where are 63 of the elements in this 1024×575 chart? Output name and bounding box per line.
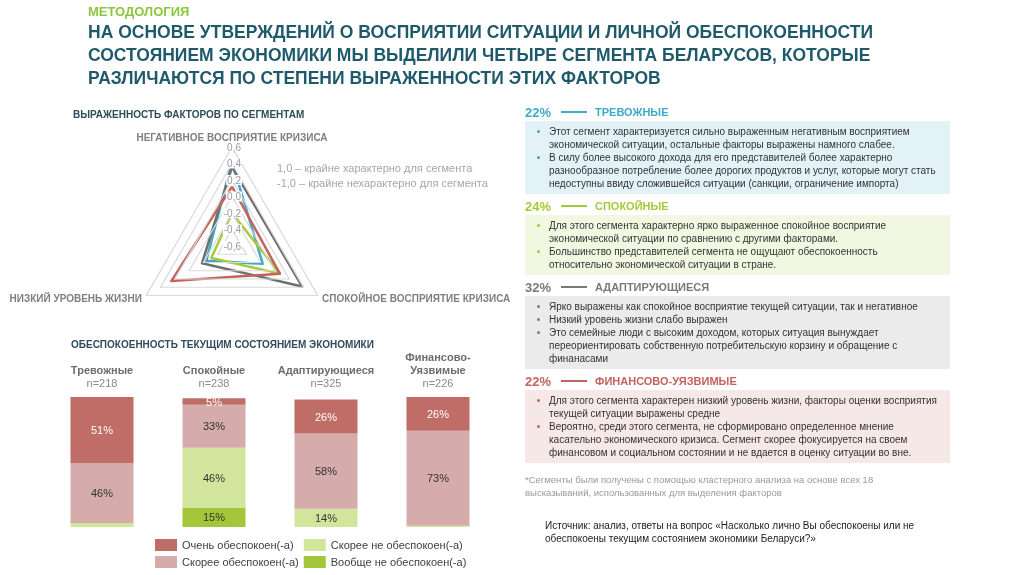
y-tick-label: 0,4 (227, 158, 242, 169)
category-label: ТРЕВОЖНЫЕ (595, 106, 669, 118)
x-tick-label: Спокойные n=238 (182, 363, 246, 389)
text: Для этого сегмента характерно ярко выраженное спокойное восприятие экономической ситуации по сравнению с другими факторами. (549, 220, 887, 244)
legend-label: Вообще не обеспокоен(-а) (330, 556, 467, 568)
legend-label: Очень обеспокоен(-а) (182, 539, 294, 551)
chart-title: ВЫРАЖЕННОСТЬ ФАКТОРОВ ПО СЕГМЕНТАМ (73, 108, 305, 120)
bar (294, 433, 358, 509)
text: Этот сегмент характеризуется сильно выраженным негативным восприятием экономической ситуации, остальные факторы выражены намного слабее. (549, 126, 910, 150)
chart-title: ОБЕСПОКОЕННОСТЬ ТЕКУЩИМ СОСТОЯНИЕМ ЭКОНОМИКИ (71, 338, 374, 350)
bar (182, 447, 246, 508)
x-tick-label: Адаптирующиеся n=325 (277, 363, 375, 389)
data-label: 73% (426, 472, 450, 485)
y-tick-label: 0,0 (227, 191, 242, 202)
text: МЕТОДОЛОГИЯ (88, 4, 191, 19)
text: 22% (525, 373, 552, 389)
bar (406, 430, 470, 526)
text: Вероятно, среди этого сегмента, не сформировано определенное мнение касательно экономического кризиса. Сегмент скорее фокусируется на своем финансовом и социальном состоянии и не вдается в оценку ситуации во вне. (549, 421, 912, 458)
bar (182, 404, 246, 448)
data-label: 15% (202, 511, 226, 524)
spoke-label: НИЗКИЙ УРОВЕНЬ ЖИЗНИ (9, 291, 142, 304)
y-tick-label: 0,2 (227, 174, 242, 186)
y-tick-label: -0,4 (223, 224, 242, 235)
text: -1,0 – крайне нехарактерно для сегмента (277, 176, 489, 189)
x-tick-label: Финансово- Уязвимые n=226 (405, 350, 472, 389)
y-tick-label: 0,6 (227, 141, 242, 153)
category-label: ФИНАНСОВО-УЯЗВИМЫЕ (595, 375, 737, 387)
text: 22% (525, 104, 552, 120)
data-label: 14% (314, 511, 338, 524)
text: НА ОСНОВЕ УТВЕРЖДЕНИЙ О ВОСПРИЯТИИ СИТУАЦИИ И ЛИЧНОЙ ОБЕСПОКОЕННОСТИ СОСТОЯНИЕМ ЭКОНОМИКИ МЫ ВЫДЕЛИЛИ ЧЕТЫРЕ СЕГМЕНТА БЕЛАРУСОВ, КОТОРЫЕ РАЗЛИЧАЮТСЯ ПО СТЕПЕНИ ВЫРАЖЕННОСТИ ЭТИХ ФАКТОРОВ (88, 21, 874, 90)
text: Большинство представителей сегмента не ощущают обеспокоенность относительно экономической ситуации в стране. (549, 246, 878, 270)
text: Низкий уровень жизни слабо выражен (549, 314, 728, 325)
legend-label: Скорее обеспокоен(-а) (182, 556, 299, 568)
text: *Сегменты были получены с помощью кластерного анализа на основе всех 18 высказываний, использованных для выделения факторов (525, 473, 875, 499)
text: В силу более высокого дохода для его представителей более характерно разнообразное потребление более дорогих продуктов и услуг, которые могут стать недоступны ввиду сложившейся ситуации (санкции, ограничение импорта) (549, 152, 936, 189)
bar (406, 397, 470, 431)
y-tick-label: -0,6 (223, 240, 242, 252)
legend-label: Скорее не обеспокоен(-а) (330, 539, 463, 551)
bar (70, 463, 134, 524)
text: Источник: анализ, ответы на вопрос «Насколько лично Вы обеспокоены или не обеспокоены текущим состоянием экономики Беларуси?» (545, 519, 916, 545)
bar (70, 523, 134, 527)
spoke-label: НЕГАТИВНОЕ ВОСПРИЯТИЕ КРИЗИСА (136, 131, 328, 143)
data-label: 33% (202, 420, 226, 433)
data-label: 26% (426, 407, 450, 420)
x-tick-label: Тревожные n=218 (70, 363, 134, 389)
category-label: СПОКОЙНЫЕ (595, 200, 669, 212)
category-label: АДАПТИРУЮЩИЕСЯ (595, 281, 710, 293)
bar (294, 399, 358, 434)
data-label: 51% (90, 424, 114, 437)
data-label: 26% (314, 410, 338, 423)
data-label: 58% (314, 465, 338, 478)
data-label: 46% (202, 471, 226, 484)
data-label: 5% (206, 395, 223, 408)
bar (294, 508, 358, 527)
bar (70, 397, 134, 464)
spoke-label: СПОКОЙНОЕ ВОСПРИЯТИЕ КРИЗИСА (322, 291, 511, 304)
text: Это семейные люди с высоким доходом, которых ситуация вынуждает переориентировать собственную потребительскую корзину и обращение с финанасами (549, 327, 898, 364)
text: 1,0 – крайне характерно для сегмента (277, 161, 474, 174)
text: Ярко выражены как спокойное восприятие текущей ситуации, так и негативное (549, 301, 918, 312)
text: 24% (525, 198, 552, 214)
text: 32% (525, 279, 552, 295)
data-label: 46% (90, 487, 114, 500)
text: Для этого сегмента характерен низкий уровень жизни, факторы оценки восприятия текущей ситуации выражены средне (549, 395, 937, 419)
